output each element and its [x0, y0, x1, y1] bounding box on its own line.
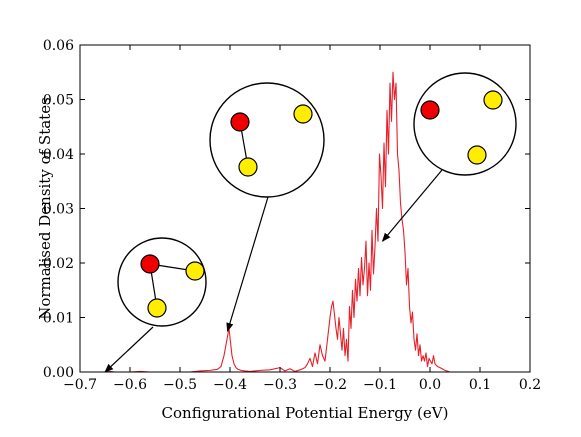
x-tick-label: −0.7 — [63, 377, 97, 393]
x-axis-label: Configurational Potential Energy (eV) — [162, 404, 449, 422]
annotation-dissociated — [381, 72, 517, 242]
yellow-atom — [238, 157, 258, 177]
x-tick-label: −0.2 — [313, 377, 347, 393]
y-tick-label: 0.06 — [43, 38, 74, 54]
yellow-atom — [147, 298, 167, 318]
y-tick-label: 0.04 — [43, 147, 74, 163]
yellow-atom — [483, 90, 503, 110]
red-atom — [140, 254, 160, 274]
x-tick-label: −0.5 — [163, 377, 197, 393]
annotation-bent — [209, 82, 325, 332]
annotation-circle — [413, 72, 517, 176]
annotation-arrow — [104, 326, 154, 373]
x-tick-label: −0.3 — [263, 377, 297, 393]
yellow-atom — [185, 261, 205, 281]
x-tick-label: 0.2 — [519, 377, 541, 393]
y-axis-label: Normalised Density of States — [36, 97, 54, 320]
y-tick-label: 0.00 — [43, 365, 74, 381]
annotation-circle — [117, 237, 207, 327]
y-tick-label: 0.03 — [43, 202, 74, 218]
x-tick-label: 0.0 — [419, 377, 441, 393]
annotation-triangle — [104, 237, 207, 373]
annotation-arrow — [381, 169, 443, 242]
dos-series-line — [104, 71, 451, 373]
yellow-atom — [467, 145, 487, 165]
y-tick-label: 0.02 — [43, 256, 74, 272]
annotation-arrow — [226, 196, 269, 332]
x-tick-label: −0.4 — [213, 377, 247, 393]
y-tick-label: 0.05 — [43, 93, 74, 109]
annotation-circle — [209, 82, 325, 198]
red-atom — [420, 100, 440, 120]
y-tick-label: 0.01 — [43, 311, 74, 327]
x-tick-label: 0.1 — [469, 377, 491, 393]
yellow-atom — [293, 104, 313, 124]
red-atom — [230, 112, 250, 132]
x-tick-label: −0.1 — [363, 377, 397, 393]
x-tick-label: −0.6 — [113, 377, 147, 393]
